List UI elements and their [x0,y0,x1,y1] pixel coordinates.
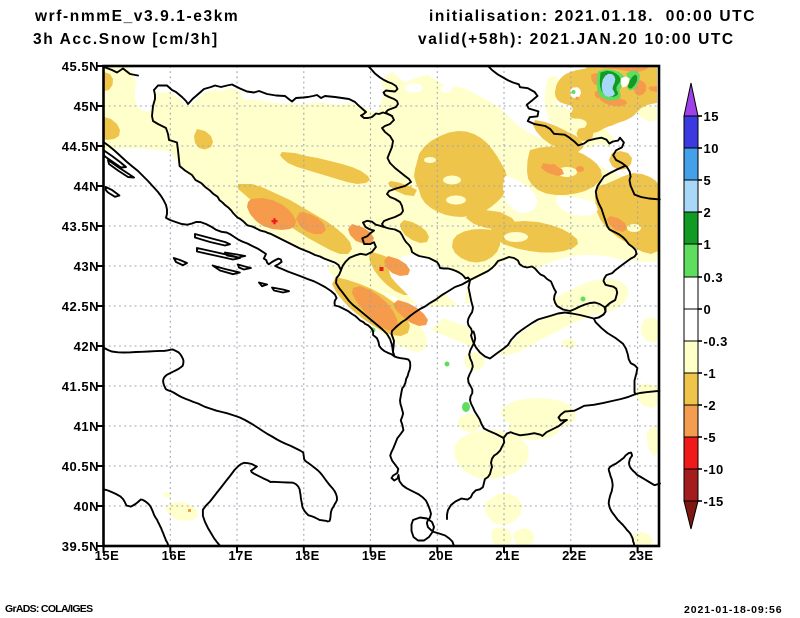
svg-text:2021-01-18-09:56: 2021-01-18-09:56 [684,604,782,616]
svg-text:wrf-nmmE_v3.9.1-e3km: wrf-nmmE_v3.9.1-e3km [34,8,239,25]
svg-text:22E: 22E [562,548,587,563]
svg-text:45.5N: 45.5N [62,59,99,74]
svg-text:0.3: 0.3 [704,270,724,285]
svg-text:-10: -10 [704,462,724,477]
svg-text:3h Acc.Snow [cm/3h]: 3h Acc.Snow [cm/3h] [33,31,219,48]
svg-text:40N: 40N [74,499,99,514]
svg-text:-0.3: -0.3 [704,334,728,349]
svg-text:20E: 20E [429,548,454,563]
svg-text:17E: 17E [228,548,253,563]
svg-text:10: 10 [704,141,719,156]
svg-text:valid(+58h): 2021.JAN.20 10:00: valid(+58h): 2021.JAN.20 10:00 UTC [418,31,735,48]
svg-text:0: 0 [704,302,712,317]
svg-text:-15: -15 [704,494,724,509]
svg-text:18E: 18E [295,548,320,563]
svg-text:1: 1 [704,237,712,252]
svg-text:43N: 43N [74,259,99,274]
svg-text:5: 5 [704,173,712,188]
svg-text:initialisation: 2021.01.18. 0: initialisation: 2021.01.18. 00:00 UTC [429,8,756,25]
svg-text:2: 2 [704,205,712,220]
svg-text:39.5N: 39.5N [62,539,99,554]
svg-text:GrADS: COLA/IGES: GrADS: COLA/IGES [5,603,93,615]
svg-text:44N: 44N [74,179,99,194]
svg-text:42N: 42N [74,339,99,354]
svg-text:23E: 23E [629,548,654,563]
svg-text:-1: -1 [704,366,717,381]
svg-text:43.5N: 43.5N [62,219,99,234]
svg-text:44.5N: 44.5N [62,139,99,154]
svg-text:42.5N: 42.5N [62,299,99,314]
svg-text:-2: -2 [704,398,717,413]
svg-text:15E: 15E [95,548,120,563]
svg-text:-5: -5 [704,430,717,445]
svg-text:16E: 16E [162,548,187,563]
svg-text:21E: 21E [495,548,520,563]
svg-text:40.5N: 40.5N [62,459,99,474]
svg-text:15: 15 [704,109,719,124]
svg-text:41N: 41N [74,419,99,434]
svg-text:19E: 19E [362,548,387,563]
svg-text:41.5N: 41.5N [62,379,99,394]
svg-text:45N: 45N [74,99,99,114]
